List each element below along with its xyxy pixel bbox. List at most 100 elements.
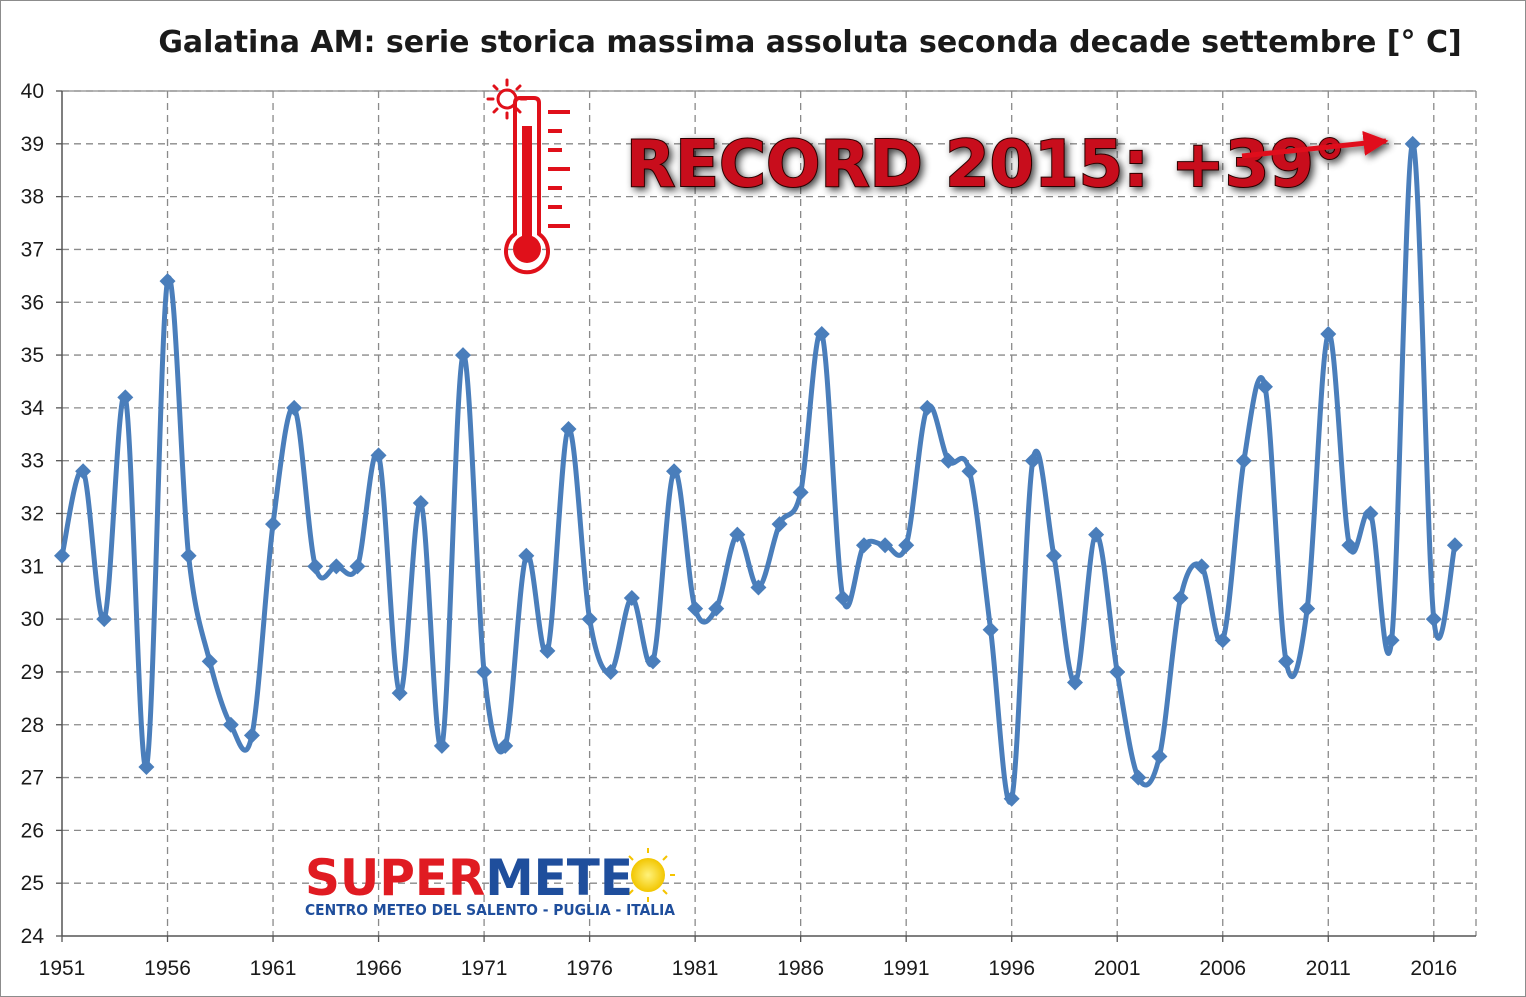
data-point-1995 [982,621,999,638]
data-point-1994 [961,463,978,480]
x-tick-label: 2011 [1306,957,1351,980]
data-point-1957 [180,547,197,564]
data-point-1958 [201,653,218,670]
data-point-1984 [750,579,767,596]
data-point-1993 [940,452,957,469]
data-point-2013 [1362,505,1379,522]
y-tick-label: 29 [21,661,44,684]
data-point-1967 [391,685,408,702]
data-point-1978 [623,590,640,606]
data-point-1955 [138,759,155,775]
record-annotation: RECORD 2015: +39° [625,127,1389,203]
y-tick-label: 24 [21,925,45,948]
y-axis-ticks: 24 25 26 27 28 29 30 31 32 33 34 35 36 37 38 39 40 [21,80,62,948]
supermeteo-logo: SUPERMETE CENTRO METEO DEL SALENTO - PUG… [305,848,675,919]
data-point-1971 [476,663,493,680]
x-tick-label: 1991 [883,957,930,980]
data-point-1977 [602,663,619,680]
data-point-1965 [349,558,366,575]
data-point-1980 [666,463,683,480]
x-tick-label: 2001 [1094,957,1141,980]
data-point-2008 [1256,378,1273,395]
y-tick-label: 31 [21,555,44,578]
y-tick-label: 38 [21,186,44,209]
y-tick-label: 40 [21,80,44,103]
y-tick-label: 30 [21,608,44,631]
data-point-1988 [834,590,851,606]
data-point-2012 [1341,537,1358,554]
data-point-1999 [1067,674,1084,691]
x-tick-label: 1996 [988,957,1035,980]
record-label: RECORD 2015: +39° [626,128,1346,202]
x-tick-label: 1976 [566,957,613,980]
data-point-1953 [96,611,113,628]
y-tick-label: 32 [21,503,44,526]
x-tick-label: 1981 [672,957,719,980]
data-point-1997 [1024,452,1041,469]
data-point-1981 [687,600,704,617]
x-tick-label: 1971 [461,957,508,980]
data-point-2001 [1109,663,1126,680]
y-tick-label: 28 [21,714,44,737]
logo-subtitle: CENTRO METEO DEL SALENTO - PUGLIA - ITAL… [305,901,675,919]
data-point-2010 [1299,600,1316,617]
sun-rays [621,848,675,902]
data-point-1961 [265,516,282,533]
sun-icon [631,858,665,892]
data-point-1951 [54,547,70,564]
data-point-1975 [560,421,577,437]
data-point-2002 [1130,769,1147,786]
data-point-1998 [1045,547,1062,564]
data-point-2016 [1425,611,1442,628]
thermometer-hot-icon [486,78,570,275]
y-tick-label: 36 [21,291,44,314]
data-point-1962 [286,399,303,416]
data-point-1959 [222,716,239,733]
data-point-2011 [1320,325,1337,342]
x-tick-label: 1956 [144,957,191,980]
x-tick-label: 1966 [355,957,402,980]
data-point-1990 [877,537,894,554]
y-tick-label: 33 [21,450,44,473]
data-point-1956 [159,273,176,290]
logo-word-super: SUPER [305,849,485,907]
data-point-2004 [1172,590,1189,606]
data-point-1970 [454,347,471,364]
data-point-2006 [1214,632,1231,649]
data-point-1968 [412,494,429,511]
data-point-1952 [75,463,92,480]
data-point-1973 [518,547,535,564]
data-point-1963 [307,558,324,575]
y-tick-label: 27 [21,767,44,790]
data-point-2003 [1151,748,1168,765]
x-tick-label: 2016 [1410,957,1457,980]
data-point-1976 [581,611,598,628]
y-tick-label: 39 [21,133,44,156]
y-tick-label: 34 [21,397,45,420]
data-point-2007 [1235,452,1252,469]
data-point-1960 [243,727,260,744]
data-point-1987 [813,325,830,342]
data-point-2009 [1278,653,1295,670]
data-point-1974 [539,642,556,659]
data-point-1996 [1003,790,1020,807]
y-tick-label: 25 [21,872,44,895]
logo-wordmark: SUPERMETE [305,849,633,907]
data-point-1989 [855,537,872,554]
data-point-2017 [1446,537,1463,554]
data-point-2005 [1193,558,1210,575]
x-tick-label: 1951 [39,957,86,980]
x-tick-label: 1961 [250,957,297,980]
data-point-1969 [433,737,450,754]
data-point-1983 [729,526,746,543]
data-point-1992 [919,399,936,416]
chart-title: Galatina AM: serie storica massima assol… [158,25,1461,60]
y-tick-label: 26 [21,819,44,842]
data-point-1972 [497,737,514,754]
data-point-1982 [708,600,725,617]
data-point-1966 [370,447,387,464]
x-tick-label: 2006 [1199,957,1246,980]
record-arrow [1241,130,1389,159]
data-point-2015 [1404,135,1421,152]
